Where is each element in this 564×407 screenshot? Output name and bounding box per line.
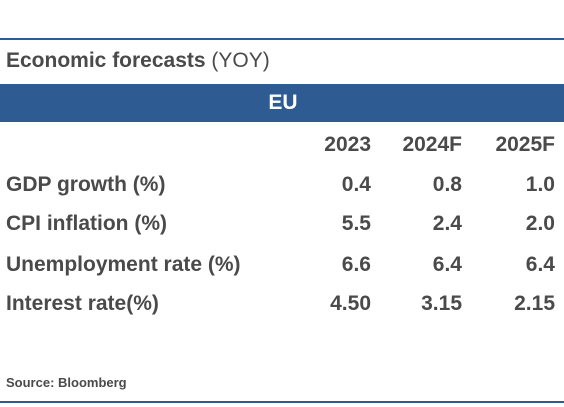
title-suffix: (YOY) <box>211 49 270 72</box>
table-cell: 0.4 <box>341 173 371 196</box>
row-label-cpi-inflation: CPI inflation (%) <box>6 212 167 235</box>
column-header-2024f: 2024F <box>402 133 462 156</box>
bottom-rule <box>0 401 564 403</box>
table-cell: 0.8 <box>432 173 462 196</box>
row-label-interest-rate: Interest rate(%) <box>6 292 159 315</box>
top-rule <box>0 38 564 40</box>
region-label: EU <box>268 91 298 114</box>
title-bold: Economic forecasts <box>6 49 206 72</box>
table-cell: 1.0 <box>525 173 555 196</box>
column-header-2023: 2023 <box>324 133 371 156</box>
table-cell: 2.4 <box>432 212 462 235</box>
table-cell: 2.15 <box>514 292 555 315</box>
table-cell: 6.4 <box>525 253 555 276</box>
row-label-unemployment-rate: Unemployment rate (%) <box>6 253 241 276</box>
table-title: Economic forecasts (YOY) <box>6 48 270 74</box>
table-cell: 6.6 <box>341 253 371 276</box>
table-cell: 4.50 <box>330 292 371 315</box>
column-header-2025f: 2025F <box>495 133 555 156</box>
table-cell: 2.0 <box>525 212 555 235</box>
region-header: EU <box>0 84 564 122</box>
source-note: Source: Bloomberg <box>6 375 127 390</box>
table-cell: 5.5 <box>341 212 371 235</box>
table-cell: 3.15 <box>421 292 462 315</box>
table-cell: 6.4 <box>432 253 462 276</box>
row-label-gdp-growth: GDP growth (%) <box>6 173 166 196</box>
